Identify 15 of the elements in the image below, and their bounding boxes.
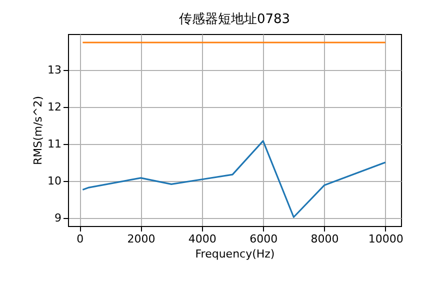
x-tick-label: 6000 bbox=[250, 232, 278, 246]
x-tick-label: 2000 bbox=[127, 232, 156, 246]
chart-title: 传感器短地址0783 bbox=[178, 12, 290, 27]
x-axis-title: Frequency(Hz) bbox=[195, 248, 275, 260]
y-tick-label: 12 bbox=[48, 100, 62, 114]
y-tick-label: 9 bbox=[54, 211, 62, 224]
x-tick-label: 8000 bbox=[310, 232, 339, 246]
y-tick-label: 10 bbox=[48, 174, 62, 188]
y-tick-label: 13 bbox=[48, 63, 62, 76]
y-axis-title: RMS(m/s^2) bbox=[32, 96, 45, 166]
x-tick-label: 10000 bbox=[368, 232, 404, 246]
line-series bbox=[82, 140, 386, 218]
x-tick-label: 0 bbox=[76, 232, 84, 246]
x-tick-label: 4000 bbox=[188, 232, 216, 246]
y-tick-label: 11 bbox=[48, 137, 62, 150]
